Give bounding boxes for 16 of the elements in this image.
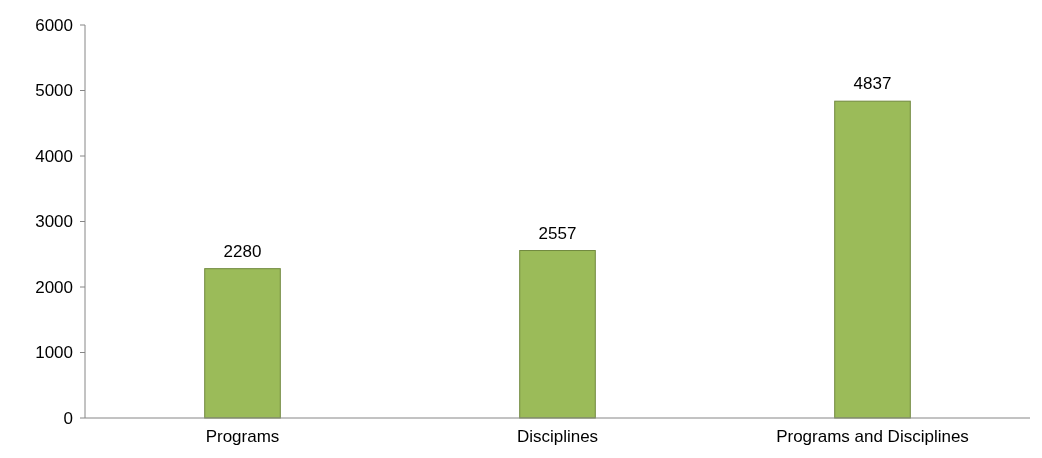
x-tick-label: Disciplines	[516, 427, 599, 446]
y-tick-label: 0	[63, 408, 73, 428]
y-tick-label: 5000	[35, 81, 73, 101]
bar	[519, 250, 596, 419]
data-label: 4837	[853, 74, 892, 94]
y-tick-label: 6000	[35, 15, 73, 35]
y-tick-label: 2000	[35, 277, 73, 297]
bar	[204, 268, 281, 419]
data-label: 2557	[538, 223, 577, 243]
x-tick-label: Programs and Disciplines	[776, 427, 969, 446]
bar	[834, 100, 911, 419]
x-tick-label: Programs	[205, 427, 280, 446]
data-label: 2280	[223, 241, 262, 261]
y-tick-label: 1000	[35, 343, 73, 363]
y-tick-label: 3000	[35, 212, 73, 232]
y-tick-label: 4000	[35, 146, 73, 166]
